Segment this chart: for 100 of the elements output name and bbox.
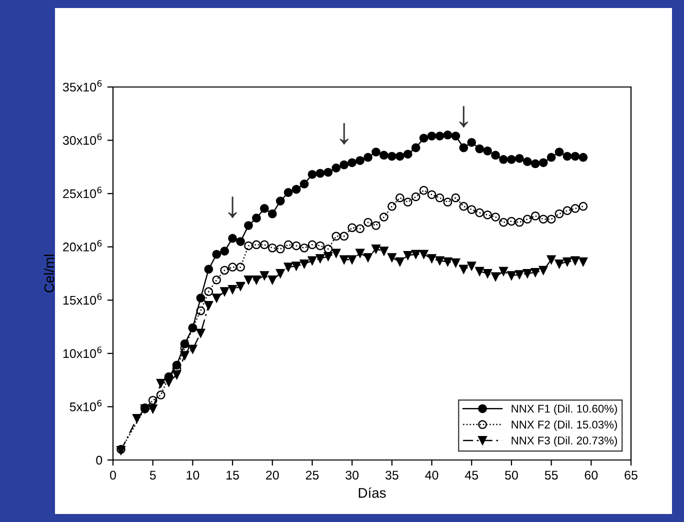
point [562,152,572,161]
point [276,196,285,206]
point [411,143,420,152]
point [228,234,237,243]
x-tick-label: 20 [266,470,279,480]
point [236,282,245,291]
point [387,152,396,161]
point [364,218,372,227]
point [356,224,364,234]
point [499,155,508,164]
x-tick-label: 60 [584,470,598,480]
point [435,193,444,202]
point [451,132,460,140]
point [284,188,293,197]
point [419,186,428,195]
point [356,156,364,165]
point [292,241,301,250]
y-tick-label: 30x10$^{6}$ [62,133,102,145]
point [372,244,380,254]
point [260,204,269,213]
point [435,132,444,140]
point [514,270,524,280]
point [252,214,261,223]
y-tick-label: 5x10$^{6}$ [70,400,102,412]
point [507,271,516,280]
point [276,244,285,254]
x-tick-label: 30 [346,470,359,480]
point [443,257,452,266]
point [148,396,158,405]
point [204,264,214,274]
point [475,144,484,154]
point [522,157,532,166]
x-tick-label: 55 [544,470,558,480]
point [578,152,588,162]
x-tick-label: 65 [624,470,638,480]
point [332,164,341,172]
point [483,210,492,220]
point [546,152,556,162]
point [459,143,468,152]
point [340,255,349,264]
point [514,154,524,163]
point [244,275,253,284]
point [427,132,436,140]
point [451,193,460,202]
y-tick-label: 25x10$^{6}$ [63,186,102,198]
point [475,208,484,218]
point [475,266,484,276]
point [387,202,396,211]
point [395,193,404,202]
x-tick-label: 50 [505,470,518,480]
point [411,250,420,259]
point [578,257,588,266]
point [530,212,540,220]
point [284,240,293,250]
x-tick-label: 15 [226,470,239,480]
point [244,241,253,250]
point [212,275,222,284]
point [292,262,301,270]
point [308,240,317,250]
point [546,255,556,264]
point [435,256,444,266]
point [180,351,190,360]
point [348,223,357,232]
point [483,269,492,278]
y-axis-title: Cel/ml [44,254,54,292]
point [300,243,309,252]
y-tick-label: 0 [96,456,102,465]
y-tick-label: 35x10$^{6}$ [62,80,102,92]
point [260,240,269,250]
x-tick-label: 0 [110,470,116,480]
point [443,198,452,207]
annotation: ↓ [459,106,468,128]
point [403,150,412,159]
point [300,180,309,188]
point [554,259,564,268]
point [348,158,357,168]
point [467,262,476,270]
point [364,253,372,262]
point [228,262,237,272]
point [332,248,341,258]
point [340,160,349,170]
point [276,269,285,278]
annotation: ↓ [340,123,348,144]
point [340,232,349,241]
point [578,202,588,211]
point [236,262,245,272]
point [491,212,500,222]
point [196,306,206,316]
point [570,256,580,266]
point [570,152,580,161]
point [220,266,230,275]
point [324,168,333,177]
point [156,390,166,400]
point [570,204,580,213]
point [403,250,412,260]
point [507,216,516,226]
point [236,237,245,246]
legend-label: NNX F1 (Dil. 10.60%) [512,404,617,415]
point [546,214,556,224]
point [554,209,564,218]
